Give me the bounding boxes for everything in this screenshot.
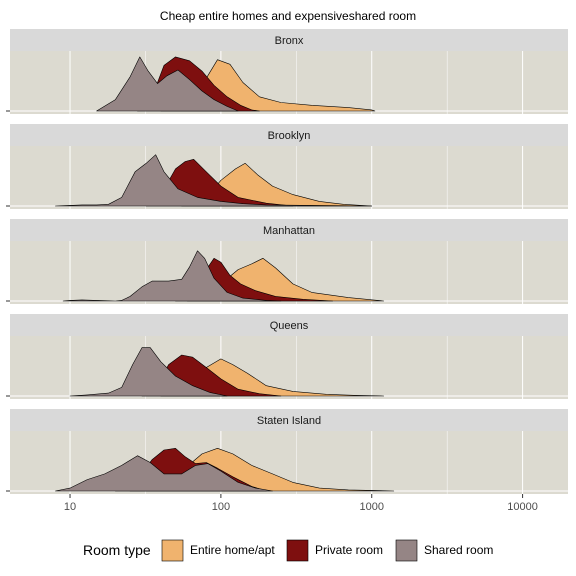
facet-queens: Queens <box>6 314 568 399</box>
panel-background <box>10 336 568 399</box>
legend-key <box>395 539 418 562</box>
legend-title: Room type <box>83 542 151 558</box>
facet-strip <box>10 124 568 146</box>
facet-staten-island: Staten Island <box>6 409 568 494</box>
facet-strip <box>10 29 568 51</box>
density-shared-room <box>55 455 273 492</box>
facet-panels: Bronx Brooklyn Manhattan Queens Staten Islan… <box>6 29 568 494</box>
density-shared-room <box>96 56 239 112</box>
facet-bronx: Bronx <box>6 29 568 114</box>
facet-strip-label: Staten Island <box>257 415 321 427</box>
facet-strip <box>10 314 568 336</box>
facet-strip-label: Queens <box>270 320 309 332</box>
x-tick-label: 1000 <box>359 501 383 513</box>
legend-label: Entire home/apt <box>190 543 275 557</box>
x-axis: 10 100 1000 10000 <box>64 494 538 513</box>
legend-label: Shared room <box>424 543 493 557</box>
legend-key <box>286 539 309 562</box>
density-shared-room <box>69 347 228 397</box>
facet-strip-label: Bronx <box>275 35 304 47</box>
facet-brooklyn: Brooklyn <box>6 124 568 209</box>
facet-strip <box>10 219 568 241</box>
legend-key <box>161 539 184 562</box>
x-tick-label: 10 <box>64 501 76 513</box>
facet-manhattan: Manhattan <box>6 219 568 304</box>
facet-strip-label: Manhattan <box>263 225 315 237</box>
density-shared-room <box>62 250 282 302</box>
x-tick-label: 10000 <box>507 501 538 513</box>
density-shared-room <box>55 154 372 207</box>
x-tick-label: 100 <box>212 501 230 513</box>
legend-label: Private room <box>315 543 383 557</box>
legend: Room type Entire home/apt Private room Shar… <box>83 539 493 562</box>
facet-strip-label: Brooklyn <box>268 130 311 142</box>
facet-strip <box>10 409 568 431</box>
chart-title: Cheap entire homes and expensiveshared r… <box>160 9 416 23</box>
